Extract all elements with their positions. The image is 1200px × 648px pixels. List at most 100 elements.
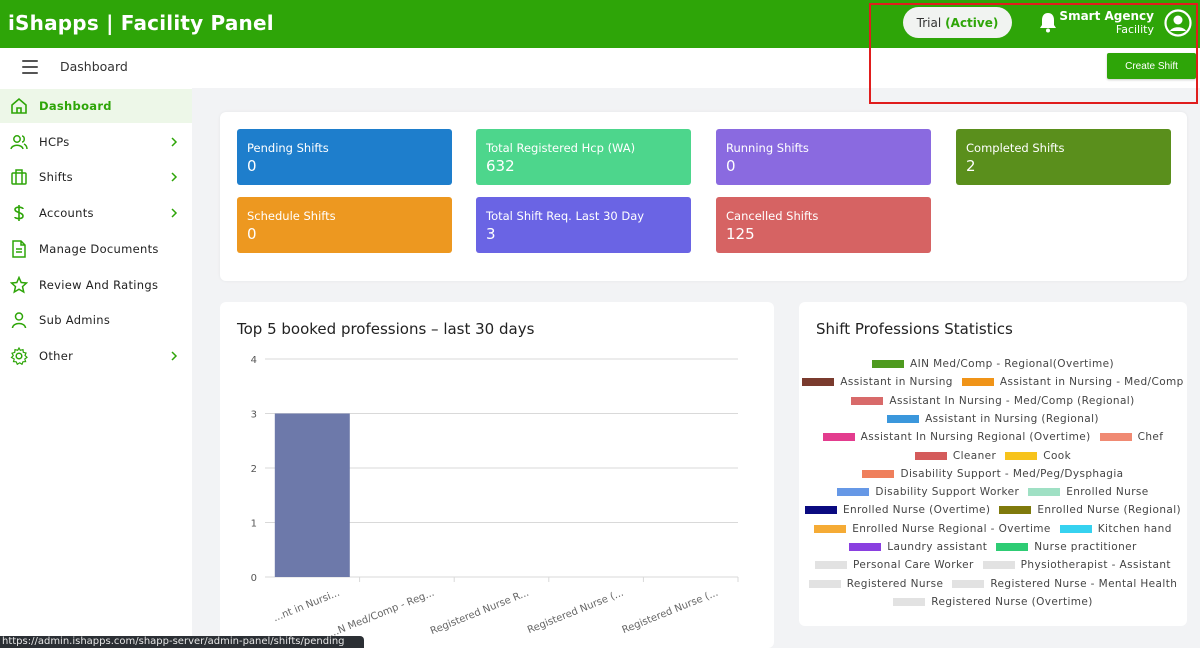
legend-swatch: [804, 506, 837, 515]
legend-item[interactable]: Cook: [1005, 450, 1071, 462]
legend-swatch: [961, 378, 994, 387]
shift-professions-panel: Shift Professions Statistics AIN Med/Com…: [799, 302, 1187, 626]
tile-shift-requests-30-day[interactable]: Total Shift Req. Last 30 Day 3: [476, 197, 691, 253]
legend-swatch: [849, 543, 882, 551]
legend-label: Chef: [1137, 431, 1164, 444]
legend-row: Registered Nurse (Overtime): [799, 596, 1187, 608]
tile-pending-shifts[interactable]: Pending Shifts 0: [237, 129, 452, 185]
sidebar-item-accounts[interactable]: Accounts: [0, 196, 192, 230]
legend-label: AIN Med/Comp - Regional(Overtime): [910, 358, 1114, 370]
legend-item[interactable]: Enrolled Nurse Regional - Overtime: [814, 523, 1051, 535]
legend-item[interactable]: Assistant in Nursing - Med/Comp: [961, 376, 1184, 389]
user-icon: [11, 312, 27, 329]
legend-item[interactable]: Physiotherapist - Assistant: [982, 559, 1171, 572]
tile-value: 0: [726, 157, 736, 175]
tile-completed-shifts[interactable]: Completed Shifts 2: [956, 129, 1171, 185]
legend-label: Enrolled Nurse (Regional): [1037, 504, 1182, 517]
legend-item[interactable]: Disability Support Worker: [837, 486, 1019, 498]
legend-item[interactable]: Disability Support - Med/Peg/Dysphagia: [862, 468, 1123, 480]
avatar-icon[interactable]: [1164, 9, 1192, 37]
legend-swatch: [1028, 488, 1061, 497]
chart-title: Top 5 booked professions – last 30 days: [237, 320, 535, 338]
y-tick-label: 3: [251, 410, 257, 421]
legend-row: Enrolled Nurse Regional - Overtime Kitche…: [799, 523, 1187, 535]
legend-item[interactable]: Registered Nurse (Overtime): [893, 596, 1093, 608]
legend-item[interactable]: Nurse practitioner: [996, 541, 1136, 553]
gear-icon: [10, 347, 28, 365]
tile-cancelled-shifts[interactable]: Cancelled Shifts 125: [716, 197, 931, 253]
legend-swatch: [914, 451, 947, 460]
sidebar-item-manage-documents[interactable]: Manage Documents: [0, 232, 192, 266]
tile-total-registered-hcp[interactable]: Total Registered Hcp (WA) 632: [476, 129, 691, 185]
tile-schedule-shifts[interactable]: Schedule Shifts 0: [237, 197, 452, 253]
tile-label: Total Registered Hcp (WA): [486, 141, 636, 155]
legend-item[interactable]: Cleaner: [914, 450, 996, 462]
legend-item[interactable]: Enrolled Nurse: [1028, 486, 1148, 498]
trial-status-pill[interactable]: Trial (Active): [903, 7, 1012, 38]
sidebar-item-label: Review And Ratings: [39, 278, 159, 292]
legend-swatch: [1099, 433, 1132, 442]
sidebar-item-sub-admins[interactable]: Sub Admins: [0, 303, 192, 337]
bar-chart: 0 1 2 3 4 ...nt in Nursi......N Med/Comp - Re…: [251, 355, 739, 640]
legend-swatch: [802, 378, 835, 387]
legend-swatch: [822, 433, 855, 442]
x-tick-label: Registered Nurse (...: [526, 588, 625, 637]
create-shift-button[interactable]: Create Shift: [1107, 53, 1196, 79]
sidebar-item-label: Other: [39, 349, 74, 363]
legend-label: Disability Support - Med/Peg/Dysphagia: [900, 467, 1124, 480]
chevron-right-icon: [171, 172, 178, 182]
legend-label: Laundry assistant: [887, 541, 988, 553]
sidebar-item-review-ratings[interactable]: Review And Ratings: [0, 268, 192, 302]
link-status-url: https://admin.ishapps.com/shapp-server/a…: [0, 636, 364, 648]
legend-label: Registered Nurse (Overtime): [931, 595, 1093, 608]
legend-item[interactable]: Assistant In Nursing Regional (Overtime): [822, 431, 1091, 443]
legend-row: Assistant in Nursing (Regional): [799, 413, 1187, 425]
star-icon: [10, 276, 28, 294]
sidebar-item-label: Accounts: [39, 206, 94, 220]
legend-item[interactable]: Personal Care Worker: [815, 559, 974, 571]
sidebar-item-other[interactable]: Other: [0, 339, 192, 373]
tile-running-shifts[interactable]: Running Shifts 0: [716, 129, 931, 185]
legend-item[interactable]: Chef: [1099, 431, 1164, 444]
legend-label: Enrolled Nurse Regional - Overtime: [852, 522, 1051, 535]
users-icon: [10, 135, 28, 150]
legend-swatch: [982, 561, 1015, 570]
sub-header: Dashboard: [0, 48, 1200, 88]
trial-label: Trial: [916, 15, 942, 30]
legend-item[interactable]: Assistant in Nursing (Regional): [887, 413, 1099, 425]
legend-label: Nurse practitioner: [1034, 541, 1137, 553]
legend-label: Assistant in Nursing - Med/Comp: [999, 376, 1184, 389]
legend-item[interactable]: Assistant in Nursing: [802, 376, 953, 388]
sidebar-item-hcps[interactable]: HCPs: [0, 125, 192, 159]
legend-swatch: [1059, 524, 1092, 533]
y-tick-label: 1: [251, 519, 257, 530]
legend-item[interactable]: Enrolled Nurse (Overtime): [804, 504, 991, 517]
legend-row: Disability Support Worker Enrolled Nurse: [799, 486, 1187, 498]
tile-value: 0: [247, 225, 257, 243]
legend-label: Enrolled Nurse (Overtime): [842, 504, 991, 517]
sidebar-item-dashboard[interactable]: Dashboard: [0, 89, 192, 123]
legend-row: Cleaner Cook: [799, 450, 1187, 462]
sidebar-item-shifts[interactable]: Shifts: [0, 160, 192, 194]
legend-label: Registered Nurse: [846, 577, 944, 590]
tile-label: Schedule Shifts: [247, 209, 336, 223]
bar[interactable]: [274, 413, 350, 578]
agency-role: Facility: [1115, 23, 1154, 36]
legend-label: Physiotherapist - Assistant: [1020, 559, 1171, 572]
tile-value: 632: [486, 157, 515, 175]
trial-active-label: (Active): [945, 15, 999, 30]
x-tick-label: ...nt in Nursi...: [272, 588, 342, 625]
legend-item[interactable]: Enrolled Nurse (Regional): [999, 504, 1181, 516]
page-title: Dashboard: [60, 59, 128, 74]
bell-icon[interactable]: [1038, 11, 1058, 33]
sidebar-item-label: Manage Documents: [39, 242, 159, 256]
legend-item[interactable]: Kitchen hand: [1059, 523, 1172, 535]
legend-item[interactable]: Registered Nurse - Mental Health: [952, 578, 1177, 590]
legend-item[interactable]: Assistant In Nursing - Med/Comp (Regiona…: [851, 395, 1134, 407]
legend-item[interactable]: Registered Nurse: [808, 577, 944, 590]
legend-item[interactable]: AIN Med/Comp - Regional(Overtime): [872, 358, 1114, 370]
menu-toggle-icon[interactable]: [22, 60, 38, 74]
legend-item[interactable]: Laundry assistant: [849, 541, 987, 553]
legend-swatch: [999, 506, 1032, 515]
briefcase-icon: [11, 169, 27, 185]
